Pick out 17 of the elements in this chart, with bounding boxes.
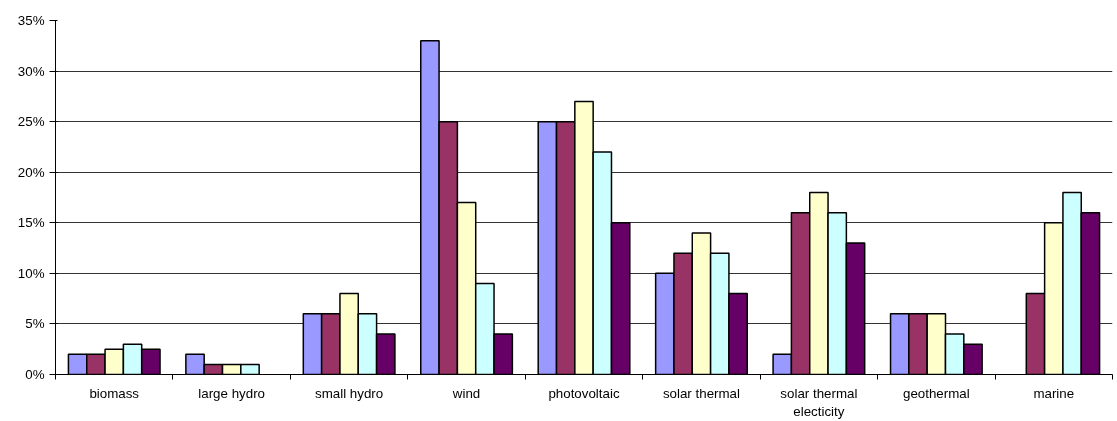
x-tick-label: large hydro [198, 385, 266, 401]
y-tick-label: 0% [25, 367, 45, 382]
y-tick-label: 25% [17, 114, 45, 130]
y-tick-label: 30% [17, 63, 45, 79]
x-tick-label: solar thermal [662, 385, 740, 401]
y-tick-label: 15% [17, 215, 45, 231]
x-tick-label: wind [451, 385, 481, 401]
x-tick-label: biomass [89, 385, 140, 401]
x-tick-label: geothermal [902, 385, 970, 401]
x-tick-label: solar thermal electicity [780, 385, 858, 419]
x-tick-label: marine [1033, 385, 1075, 401]
y-tick-label: 20% [17, 164, 45, 180]
y-tick-label: 35% [17, 13, 45, 28]
x-tick-label: photovoltaic [548, 385, 620, 401]
y-tick-label: 10% [17, 265, 45, 281]
x-tick-label: small hydro [315, 385, 384, 401]
y-tick-label: 5% [25, 316, 45, 332]
